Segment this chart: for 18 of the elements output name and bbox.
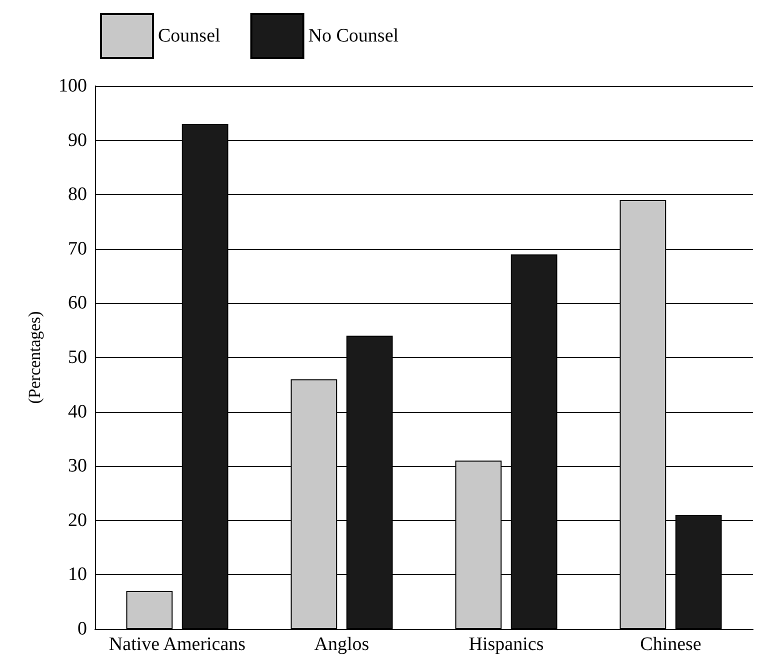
y-tick-label: 50 xyxy=(68,347,87,368)
y-tick-label: 0 xyxy=(78,618,87,640)
y-tick-label: 70 xyxy=(68,238,87,260)
legend-label: No Counsel xyxy=(308,26,399,46)
y-tick-label: 80 xyxy=(68,184,87,206)
x-tick-label: Chinese xyxy=(640,634,702,655)
y-tick-label: 40 xyxy=(68,401,87,422)
x-tick-label: Native Americans xyxy=(108,634,246,655)
y-tick-label: 60 xyxy=(68,292,87,314)
y-tick-label: 20 xyxy=(68,510,87,531)
legend-label: Counsel xyxy=(158,26,220,46)
y-tick-label: 90 xyxy=(68,130,87,151)
y-tick-label: 30 xyxy=(68,456,87,477)
x-tick-label: Hispanics xyxy=(468,634,544,655)
y-tick-label: 100 xyxy=(58,76,87,96)
y-axis-title: (Percentages) xyxy=(25,311,44,404)
y-tick-label: 10 xyxy=(68,564,87,586)
x-tick-label: Anglos xyxy=(314,634,370,655)
